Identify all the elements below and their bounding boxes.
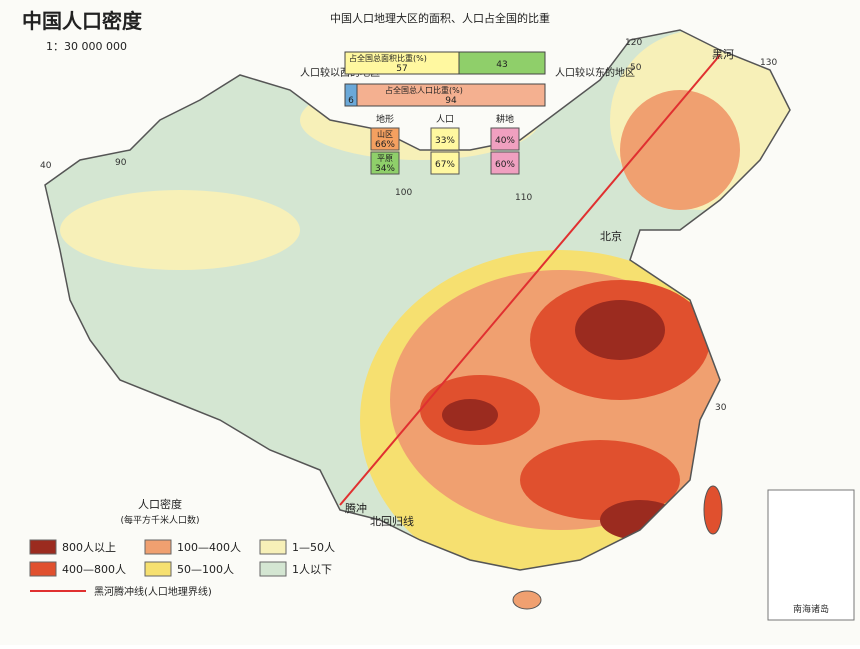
- value-label: 6: [348, 96, 354, 106]
- legend-label: 800人以上: [62, 541, 116, 554]
- column-cell: [370, 127, 400, 151]
- place-label: 黑河: [712, 48, 734, 61]
- parallel-label: 40: [40, 161, 52, 171]
- legend-label: 1—50人: [292, 541, 335, 554]
- legend-title: 人口密度: [138, 497, 182, 511]
- inset-label: 南海诸岛: [793, 603, 829, 615]
- parallel-label: 30: [715, 403, 727, 413]
- legend-label: 50—100人: [177, 563, 234, 576]
- bar-east: [458, 51, 546, 75]
- scale: 1：30 000 000: [46, 40, 127, 53]
- inset-title: 中国人口地理大区的面积、人口占全国的比重: [330, 11, 550, 25]
- cell-value: 33%: [435, 136, 455, 146]
- heihe-tengchong-line: [339, 54, 721, 506]
- column-cell: [490, 151, 520, 175]
- legend-subtitle: (每平方千米人口数): [120, 514, 199, 526]
- value-label: 57: [396, 64, 407, 74]
- cell-value: 67%: [435, 160, 455, 170]
- column-header: 人口: [436, 114, 454, 125]
- column-cell: [430, 151, 460, 175]
- column-cell: [430, 127, 460, 151]
- column-cell: [370, 151, 400, 175]
- cell-value: 66%: [375, 140, 395, 150]
- taiwan: [703, 485, 723, 535]
- value-label: 43: [496, 60, 507, 70]
- title: 中国人口密度: [22, 9, 143, 33]
- hainan: [512, 590, 542, 610]
- south-sea-inset: [767, 489, 855, 621]
- legend-swatch: [144, 561, 172, 577]
- place-label: 腾冲: [345, 501, 367, 515]
- bar-east: [356, 83, 546, 107]
- cell-value: 60%: [495, 160, 515, 170]
- cell-label: 山区: [377, 129, 393, 139]
- column-header: 耕地: [496, 113, 514, 125]
- meridian-label: 100: [395, 188, 412, 198]
- meridian-label: 110: [515, 193, 532, 203]
- cell-value: 40%: [495, 136, 515, 146]
- parallel-label: 50: [630, 63, 642, 73]
- legend-swatch: [29, 539, 57, 555]
- column-cell: [490, 127, 520, 151]
- legend-label: 400—800人: [62, 563, 126, 576]
- bar-label: 占全国总面积比重(%): [349, 53, 427, 63]
- cell-label: 平原: [377, 154, 393, 163]
- meridian-label: 90: [115, 158, 127, 168]
- bar-label: 占全国总人口比重(%): [385, 85, 463, 95]
- legend-line-label: 黑河腾冲线(人口地理界线): [94, 585, 212, 598]
- legend-swatch: [29, 561, 57, 577]
- value-label: 94: [445, 96, 457, 106]
- east-label: 人口较以东的地区: [555, 66, 635, 79]
- meridian-label: 130: [760, 58, 777, 68]
- meridian-label: 120: [625, 38, 642, 48]
- place-label: 北京: [600, 229, 622, 243]
- graticule: 90 100 110 120 130 50 40 30: [40, 38, 777, 413]
- place-label: 北回归线: [370, 514, 414, 528]
- cell-value: 34%: [375, 164, 395, 174]
- legend-label: 1人以下: [292, 563, 332, 576]
- inset-bars: 占全国总面积比重(%)57 43 占全国总人口比重(%) 6 94: [344, 51, 546, 107]
- legend-label: 100—400人: [177, 541, 241, 554]
- legend: 800人以上 400—800人 100—400人 50—100人 1—50人 1人以下黑河…: [29, 539, 335, 598]
- legend-swatch: [259, 539, 287, 555]
- column-header: 地形: [376, 113, 394, 125]
- border: [44, 29, 791, 571]
- legend-swatch: [259, 561, 287, 577]
- legend-swatch: [144, 539, 172, 555]
